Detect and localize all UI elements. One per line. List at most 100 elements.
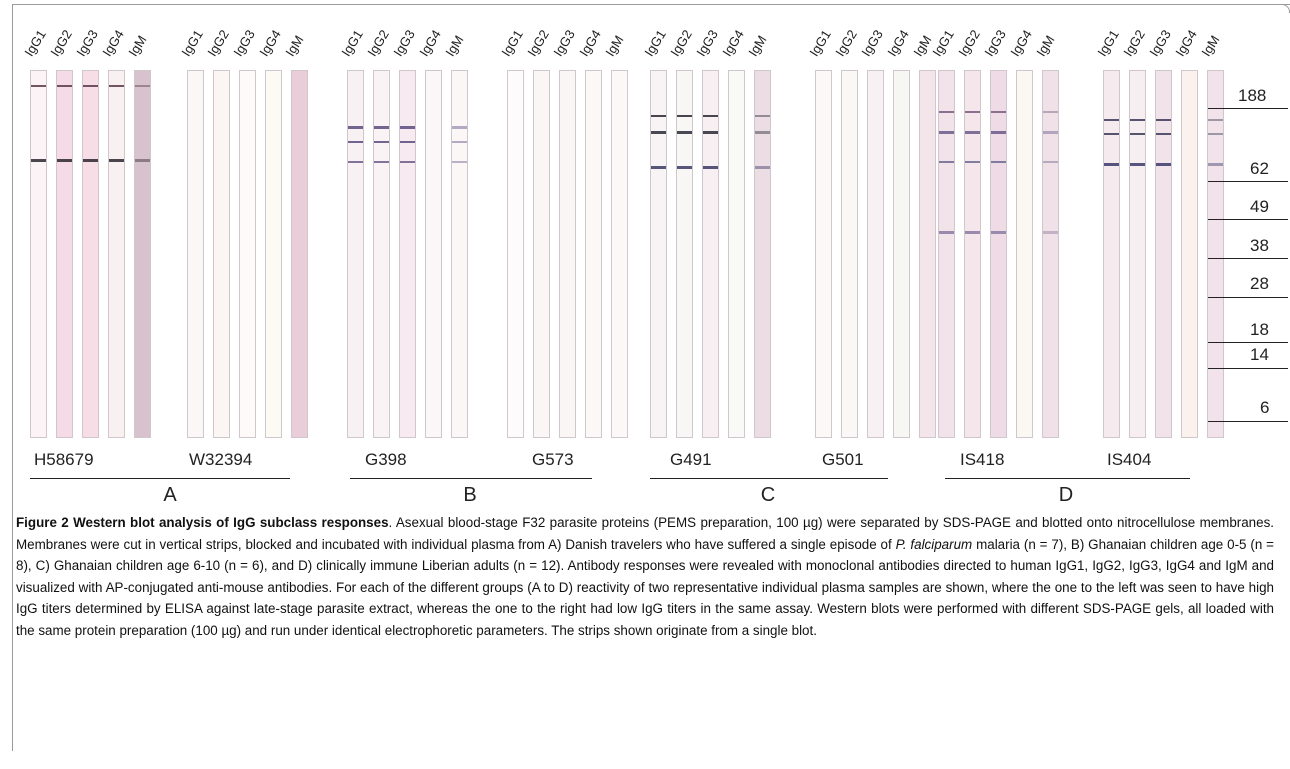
group-label-c: C [760, 484, 776, 506]
marker-line-18 [1208, 342, 1288, 343]
blot-strip-igg1 [938, 70, 955, 438]
sample-label-w32394: W32394 [189, 450, 253, 469]
blot-band [31, 159, 46, 162]
blot-strip-igg4 [1016, 70, 1033, 438]
lane-label-igg2: IgG2 [832, 27, 860, 59]
blot-strip-igg2 [533, 70, 550, 438]
marker-line-14 [1208, 368, 1288, 369]
blot-band [400, 141, 415, 143]
lane-label-igm: IgM [125, 32, 150, 59]
blot-band [400, 161, 415, 163]
lane-label-igm: IgM [1033, 32, 1058, 59]
lane-label-igg1: IgG1 [929, 27, 957, 59]
blot-band [1104, 119, 1119, 121]
blot-band [965, 111, 980, 113]
blot-band [965, 131, 980, 134]
group-line-b [350, 478, 592, 479]
blot-band [1104, 133, 1119, 135]
lane-label-igg1: IgG1 [338, 27, 366, 59]
lane-label-igg4: IgG4 [99, 27, 127, 59]
blot-band [703, 166, 718, 169]
marker-line-6 [1208, 421, 1288, 422]
lane-label-igg2: IgG2 [364, 27, 392, 59]
blot-band [348, 126, 363, 129]
blot-band [452, 161, 467, 163]
lane-label-igg2: IgG2 [47, 27, 75, 59]
blot-band [1104, 163, 1119, 166]
lane-label-igg3: IgG3 [550, 27, 578, 59]
lane-label-igg2: IgG2 [204, 27, 232, 59]
lane-label-igg3: IgG3 [1146, 27, 1174, 59]
blot-band [1156, 119, 1171, 121]
blot-strip-igg4 [728, 70, 745, 438]
lane-label-igm: IgM [602, 32, 627, 59]
lane-label-igm: IgM [910, 32, 935, 59]
blot-band [348, 161, 363, 163]
blot-strip-igg1 [347, 70, 364, 438]
lane-label-igm: IgM [1198, 32, 1223, 59]
caption-title: Figure 2 Western blot analysis of IgG su… [16, 515, 389, 530]
lane-label-igm: IgM [745, 32, 770, 59]
lane-label-igg3: IgG3 [73, 27, 101, 59]
lane-label-igg3: IgG3 [858, 27, 886, 59]
figure-caption: Figure 2 Western blot analysis of IgG su… [16, 512, 1274, 642]
lane-label-igg1: IgG1 [1094, 27, 1122, 59]
blot-band [31, 85, 46, 87]
blot-band [57, 85, 72, 87]
lane-label-igg4: IgG4 [1172, 27, 1200, 59]
blot-band [374, 141, 389, 143]
lane-label-igg2: IgG2 [955, 27, 983, 59]
blot-band [991, 161, 1006, 163]
blot-band [109, 85, 124, 87]
blot-strip-igg3 [399, 70, 416, 438]
sample-label-g491: G491 [670, 450, 712, 469]
marker-label-28: 28 [1250, 274, 1269, 293]
blot-band [452, 126, 467, 129]
marker-label-188: 188 [1238, 86, 1267, 105]
blot-strip-igg3 [702, 70, 719, 438]
lane-label-igg2: IgG2 [1120, 27, 1148, 59]
blot-band [1130, 163, 1145, 166]
group-label-d: D [1058, 484, 1074, 506]
lane-label-igg4: IgG4 [884, 27, 912, 59]
blot-strip-igm [134, 70, 151, 438]
blot-band [677, 115, 692, 117]
blot-strip-igg4 [108, 70, 125, 438]
blot-band [135, 85, 150, 87]
sample-label-h58679: H58679 [34, 450, 94, 469]
group-label-a: A [163, 484, 177, 506]
group-label-b: B [463, 484, 477, 506]
lane-label-igg2: IgG2 [524, 27, 552, 59]
blot-band [651, 166, 666, 169]
blot-strip-igg2 [1129, 70, 1146, 438]
marker-label-49: 49 [1250, 197, 1269, 216]
blot-strip-igg4 [425, 70, 442, 438]
blot-strip-igg2 [964, 70, 981, 438]
group-line-a [30, 478, 290, 479]
lane-label-igg4: IgG4 [1007, 27, 1035, 59]
blot-band [1043, 111, 1058, 113]
blot-band [83, 159, 98, 162]
marker-line-28 [1208, 297, 1288, 298]
lane-label-igg4: IgG4 [416, 27, 444, 59]
marker-label-6: 6 [1260, 398, 1270, 417]
lane-label-igg1: IgG1 [806, 27, 834, 59]
sample-label-g398: G398 [365, 450, 407, 469]
blot-band [651, 115, 666, 117]
blot-strip-igg4 [893, 70, 910, 438]
lane-label-igg4: IgG4 [256, 27, 284, 59]
blot-strip-igg4 [1181, 70, 1198, 438]
sample-label-is404: IS404 [1107, 450, 1152, 469]
blot-strip-igg3 [990, 70, 1007, 438]
blot-band [400, 126, 415, 129]
lane-label-igg3: IgG3 [693, 27, 721, 59]
sample-label-g501: G501 [822, 450, 864, 469]
blot-strip-igg4 [585, 70, 602, 438]
blot-strip-igg2 [676, 70, 693, 438]
marker-label-62: 62 [1250, 159, 1269, 178]
lane-label-igg4: IgG4 [576, 27, 604, 59]
blot-band [939, 111, 954, 113]
marker-line-62 [1208, 181, 1288, 182]
blot-band [374, 161, 389, 163]
blot-band [755, 166, 770, 169]
